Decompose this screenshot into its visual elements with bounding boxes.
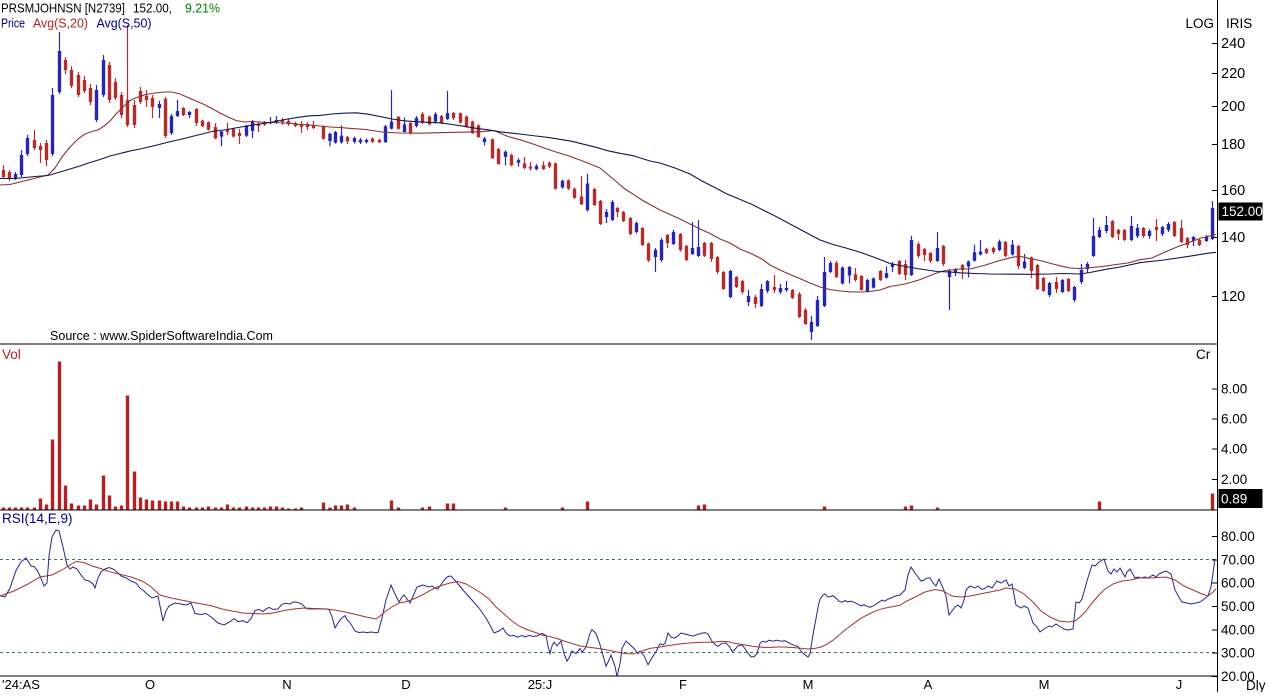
svg-text:25:J: 25:J: [528, 677, 553, 692]
svg-text:Source : www.SpiderSoftwareInd: Source : www.SpiderSoftwareIndia.Com: [50, 329, 273, 343]
svg-text:PRSMJOHNSN [N2739]: PRSMJOHNSN [N2739]: [1, 1, 125, 16]
svg-text:160: 160: [1221, 183, 1245, 199]
svg-text:9.21%: 9.21%: [185, 1, 220, 16]
svg-text:180: 180: [1221, 137, 1245, 153]
svg-text:RSI(14,E,9): RSI(14,E,9): [2, 511, 73, 526]
svg-text:40.00: 40.00: [1221, 622, 1255, 637]
svg-text:240: 240: [1221, 36, 1245, 52]
svg-text:4.00: 4.00: [1221, 442, 1247, 457]
svg-text:2.00: 2.00: [1221, 472, 1247, 487]
svg-text:'24:AS: '24:AS: [2, 677, 40, 692]
svg-text:152.00: 152.00: [1222, 204, 1263, 219]
svg-text:80.00: 80.00: [1221, 529, 1255, 544]
svg-text:152.00,: 152.00,: [133, 1, 172, 16]
svg-text:F: F: [679, 677, 687, 692]
svg-text:Dly: Dly: [1246, 678, 1266, 692]
svg-text:LOG: LOG: [1185, 16, 1214, 31]
svg-text:30.00: 30.00: [1221, 646, 1255, 661]
svg-text:220: 220: [1221, 66, 1245, 82]
svg-text:200: 200: [1221, 99, 1245, 115]
svg-text:8.00: 8.00: [1221, 382, 1247, 397]
svg-text:60.00: 60.00: [1221, 576, 1255, 591]
svg-text:140: 140: [1221, 230, 1245, 246]
svg-text:M: M: [1039, 677, 1050, 692]
svg-text:Avg(S,50): Avg(S,50): [97, 16, 152, 31]
svg-text:Price: Price: [1, 16, 25, 31]
svg-text:IRIS: IRIS: [1226, 16, 1252, 31]
svg-text:6.00: 6.00: [1221, 412, 1247, 427]
svg-text:J: J: [1176, 677, 1183, 692]
svg-text:Cr: Cr: [1196, 347, 1211, 362]
svg-text:Vol: Vol: [2, 347, 21, 362]
svg-text:50.00: 50.00: [1221, 599, 1255, 614]
svg-text:70.00: 70.00: [1221, 552, 1255, 567]
svg-text:O: O: [145, 677, 155, 692]
svg-text:20.00: 20.00: [1221, 669, 1255, 684]
svg-text:0.89: 0.89: [1221, 492, 1247, 507]
svg-text:Avg(S,20): Avg(S,20): [33, 16, 88, 31]
svg-text:D: D: [401, 677, 410, 692]
svg-text:N: N: [282, 677, 291, 692]
svg-text:120: 120: [1221, 289, 1245, 305]
svg-text:M: M: [803, 677, 814, 692]
svg-text:A: A: [924, 677, 933, 692]
